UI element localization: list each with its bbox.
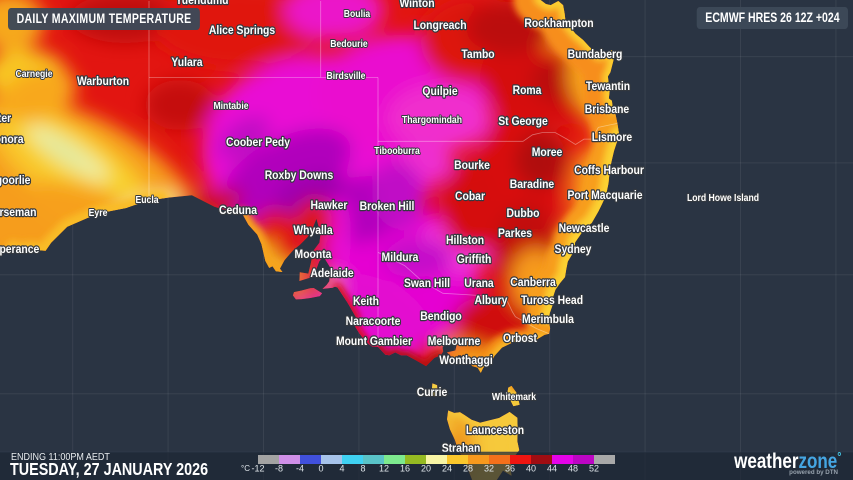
svg-text:32: 32 [484,464,494,474]
svg-text:Naracoorte: Naracoorte [346,314,401,328]
svg-text:20: 20 [421,464,431,474]
svg-text:Birdsville: Birdsville [327,71,366,82]
svg-text:Eyre: Eyre [89,208,108,219]
svg-text:-8: -8 [275,464,283,474]
svg-text:Carnegie: Carnegie [16,69,53,80]
svg-text:Urana: Urana [464,276,494,290]
svg-text:Orbost: Orbost [503,331,537,345]
svg-text:Adelaide: Adelaide [310,266,354,280]
svg-text:36: 36 [505,464,515,474]
svg-text:Port Macquarie: Port Macquarie [568,188,643,202]
svg-text:Leonora: Leonora [0,132,24,146]
svg-text:8: 8 [360,464,365,474]
svg-text:Mintabie: Mintabie [213,101,248,112]
svg-text:Albury: Albury [475,293,508,307]
svg-text:28: 28 [463,464,473,474]
svg-text:Longreach: Longreach [413,18,466,32]
svg-text:Swan Hill: Swan Hill [404,276,450,290]
svg-text:Boulia: Boulia [344,9,371,20]
svg-text:Moree: Moree [532,145,563,159]
svg-text:-12: -12 [251,464,264,474]
svg-text:Cobar: Cobar [455,189,485,203]
svg-text:4: 4 [339,464,344,474]
svg-text:Griffith: Griffith [457,252,492,266]
svg-text:Bedourie: Bedourie [330,39,368,50]
svg-text:Coffs Harbour: Coffs Harbour [574,163,644,177]
svg-text:Hillston: Hillston [446,233,484,247]
svg-text:Thargomindah: Thargomindah [402,115,462,126]
svg-text:Eucla: Eucla [135,195,158,206]
svg-text:Tewantin: Tewantin [586,79,630,93]
svg-text:Merimbula: Merimbula [522,312,574,326]
svg-text:Lismore: Lismore [592,130,633,144]
svg-text:44: 44 [547,464,557,474]
svg-text:Newcastle: Newcastle [559,221,610,235]
svg-text:Whyalla: Whyalla [293,223,332,237]
svg-text:Moonta: Moonta [295,247,332,261]
svg-text:Coober Pedy: Coober Pedy [226,135,290,149]
svg-text:°C: °C [241,464,250,473]
svg-text:Broken Hill: Broken Hill [360,199,415,213]
svg-text:Dubbo: Dubbo [507,206,540,220]
svg-text:Leinster: Leinster [0,111,11,125]
svg-text:Tambo: Tambo [461,47,494,61]
svg-text:Brisbane: Brisbane [585,102,630,116]
svg-text:Launceston: Launceston [466,423,524,437]
svg-text:Wonthaggi: Wonthaggi [439,353,492,367]
svg-text:Alice Springs: Alice Springs [209,23,276,37]
svg-text:-4: -4 [296,464,304,474]
svg-text:Sydney: Sydney [555,242,592,256]
svg-text:Keith: Keith [353,294,379,308]
svg-text:Rockhampton: Rockhampton [524,16,593,30]
svg-text:Roxby Downs: Roxby Downs [265,168,334,182]
svg-text:Parkes: Parkes [498,226,532,240]
svg-text:Canberra: Canberra [510,275,556,289]
svg-text:Lord Howe Island: Lord Howe Island [687,193,759,204]
svg-text:16: 16 [400,464,410,474]
svg-text:Esperance: Esperance [0,242,40,256]
svg-text:Currie: Currie [417,385,448,399]
svg-text:Winton: Winton [399,0,434,10]
svg-text:Yuendumu: Yuendumu [175,0,228,7]
svg-text:Bendigo: Bendigo [420,309,462,323]
svg-text:Melbourne: Melbourne [428,334,481,348]
svg-text:Yulara: Yulara [171,55,202,69]
svg-text:0: 0 [318,464,323,474]
svg-text:Mount Gambier: Mount Gambier [336,334,412,348]
svg-text:Tibooburra: Tibooburra [374,146,420,157]
svg-text:St George: St George [498,114,548,128]
svg-text:40: 40 [526,464,536,474]
svg-text:Mildura: Mildura [382,250,419,264]
svg-text:48: 48 [568,464,578,474]
svg-text:12: 12 [379,464,389,474]
svg-text:Ceduna: Ceduna [219,203,257,217]
svg-text:Kalgoorlie: Kalgoorlie [0,173,31,187]
svg-text:Bundaberg: Bundaberg [568,47,623,61]
svg-text:Hawker: Hawker [311,198,348,212]
svg-text:52: 52 [589,464,599,474]
svg-text:Bourke: Bourke [454,158,490,172]
svg-text:Warburton: Warburton [77,74,129,88]
svg-text:Norseman: Norseman [0,205,36,219]
svg-text:Roma: Roma [513,83,542,97]
svg-text:24: 24 [442,464,452,474]
svg-text:Whitemark: Whitemark [492,392,537,403]
svg-text:Tuross Head: Tuross Head [521,293,583,307]
svg-text:Quilpie: Quilpie [422,84,457,98]
svg-text:Baradine: Baradine [510,177,555,191]
